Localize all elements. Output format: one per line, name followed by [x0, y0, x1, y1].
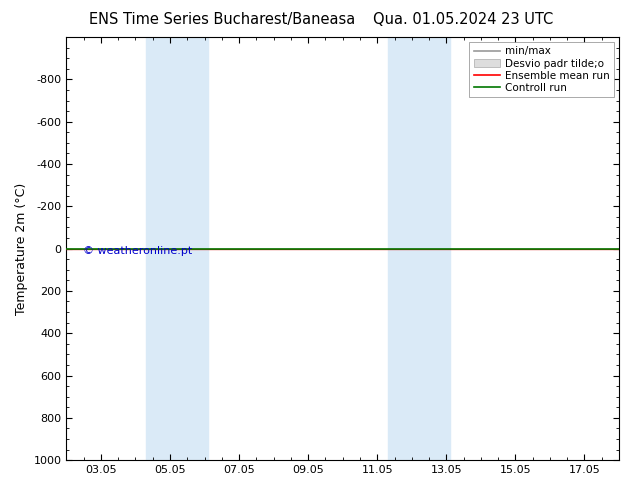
- Bar: [146, 37, 208, 460]
- Text: ENS Time Series Bucharest/Baneasa: ENS Time Series Bucharest/Baneasa: [89, 12, 355, 27]
- Y-axis label: Temperature 2m (°C): Temperature 2m (°C): [15, 182, 28, 315]
- Text: © weatheronline.pt: © weatheronline.pt: [83, 246, 192, 256]
- Bar: [387, 37, 450, 460]
- Text: Qua. 01.05.2024 23 UTC: Qua. 01.05.2024 23 UTC: [373, 12, 553, 27]
- Legend: min/max, Desvio padr tilde;o, Ensemble mean run, Controll run: min/max, Desvio padr tilde;o, Ensemble m…: [469, 42, 614, 97]
